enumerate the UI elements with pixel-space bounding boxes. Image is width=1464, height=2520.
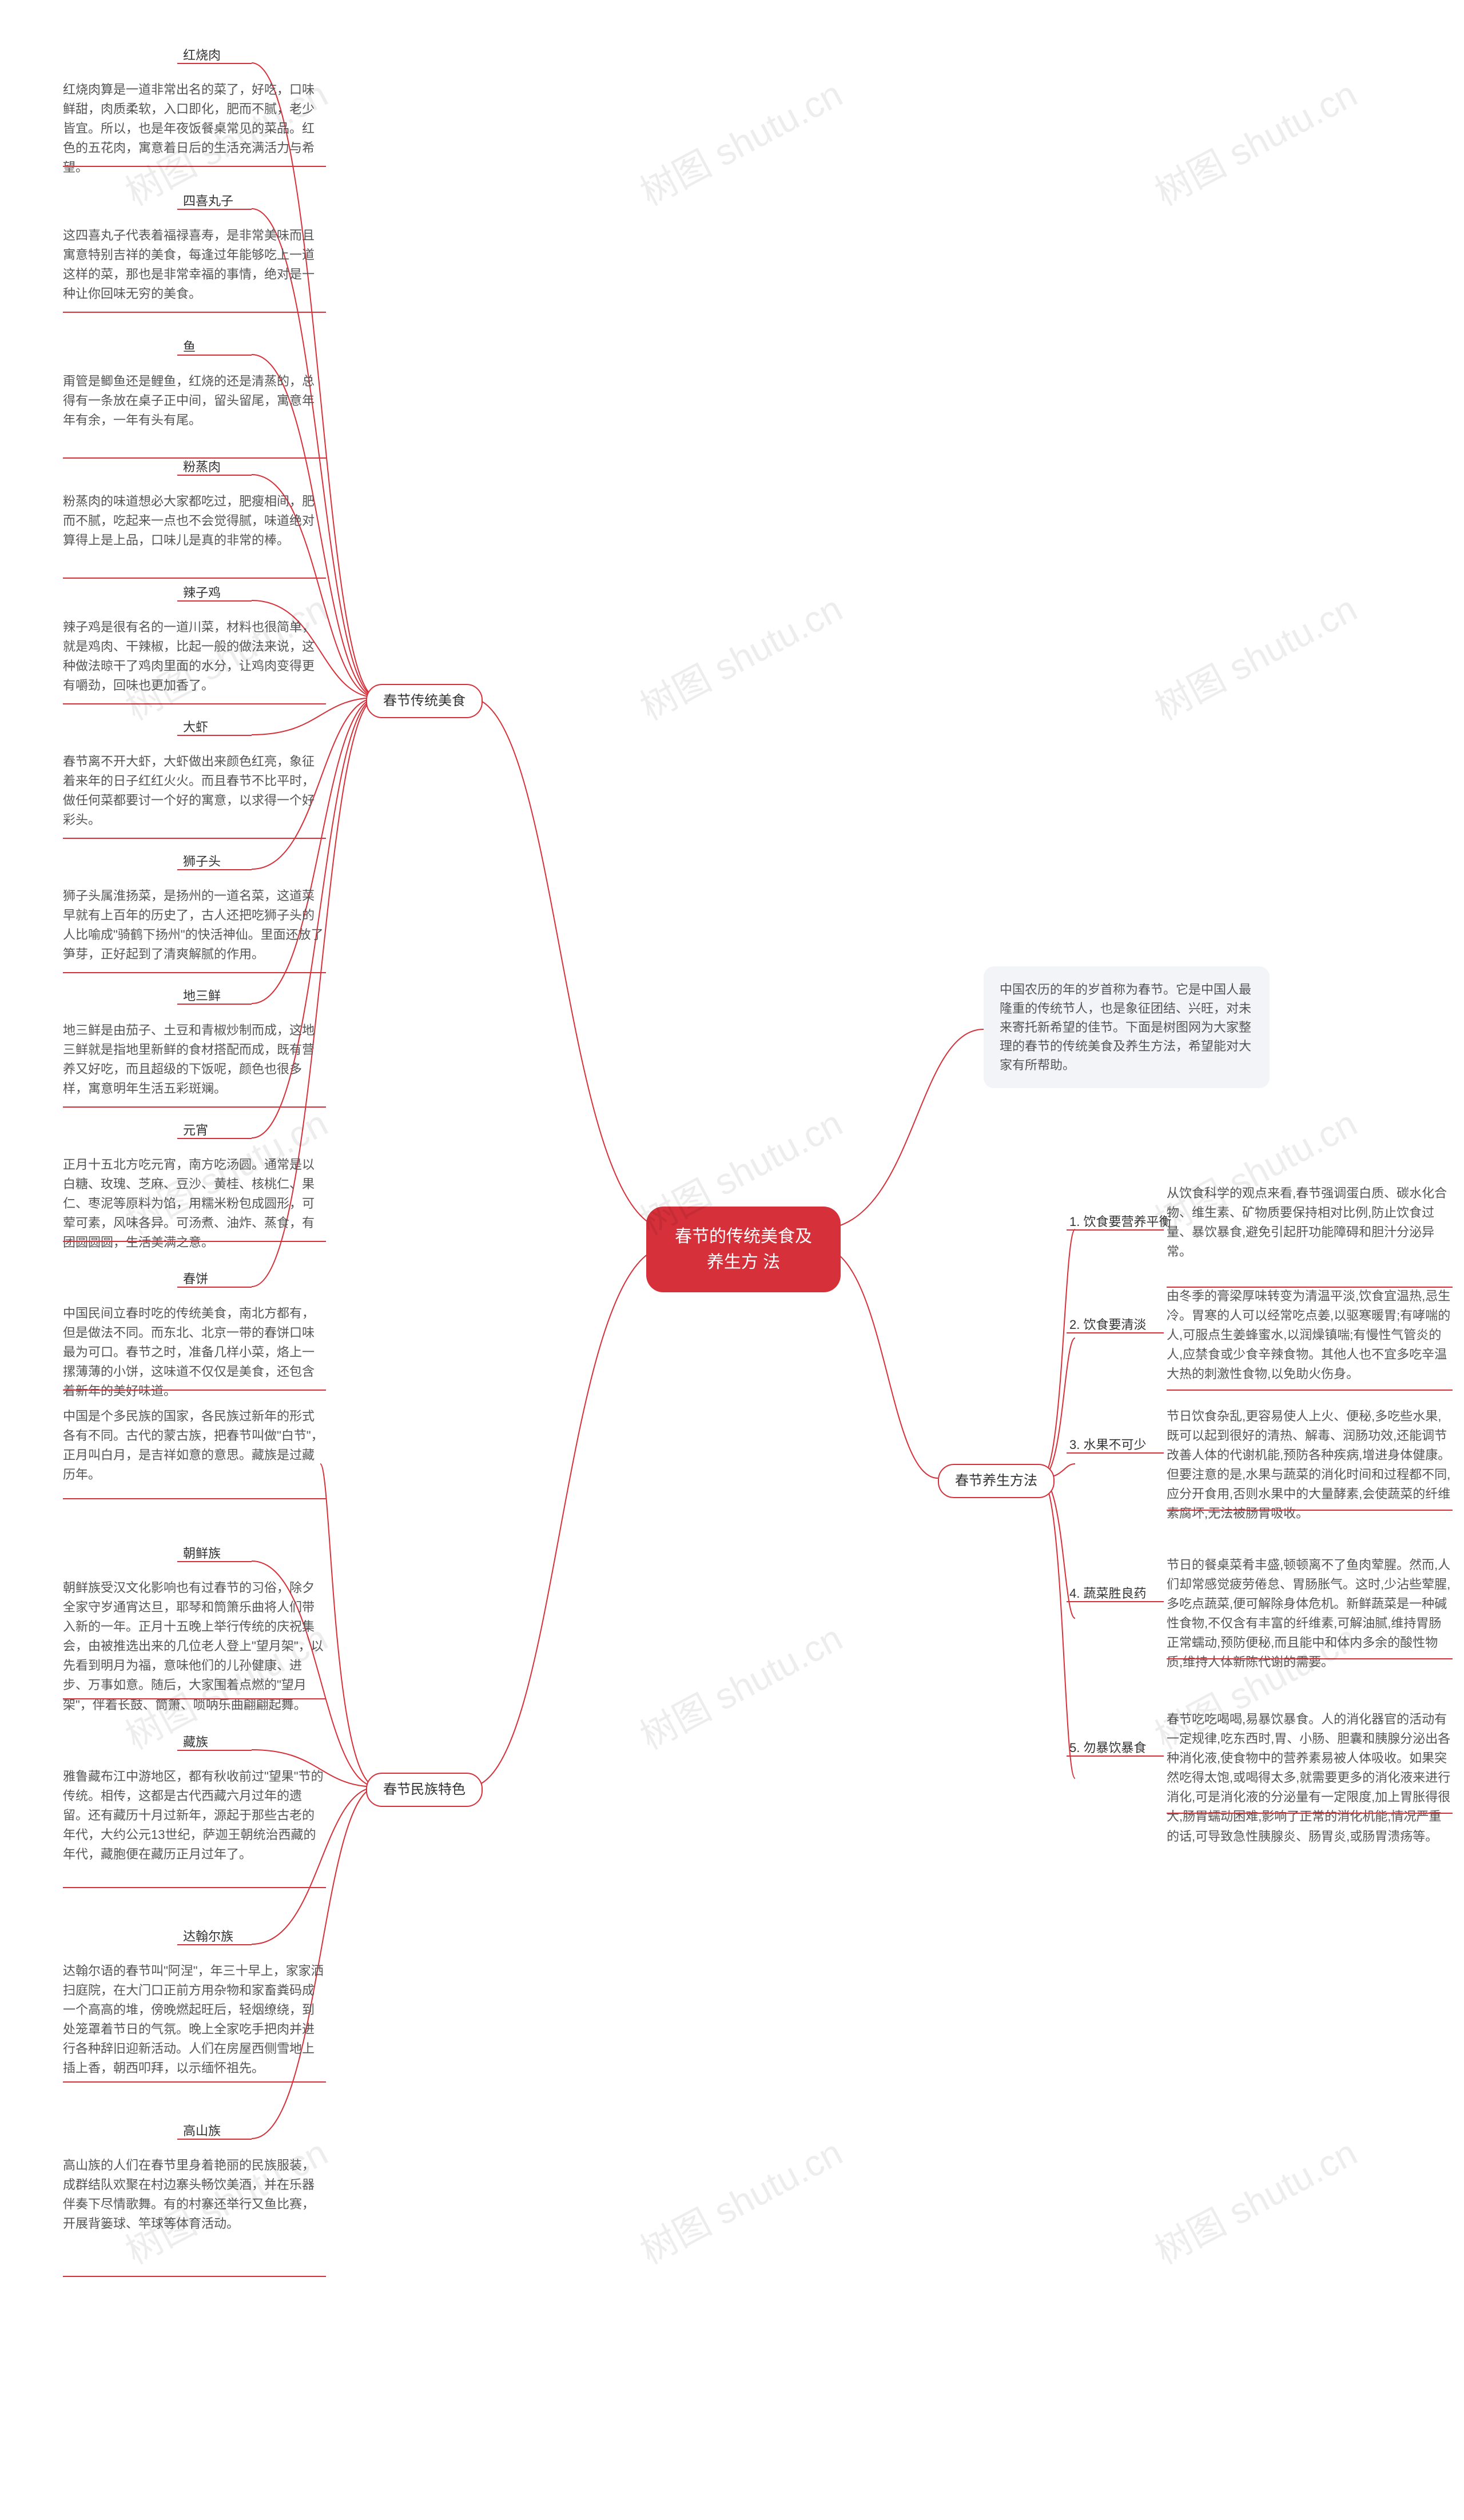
- branch-ethnic[interactable]: 春节民族特色: [366, 1773, 483, 1807]
- food-body: 粉蒸肉的味道想必大家都吃过，肥瘦相间，肥而不腻，吃起来一点也不会觉得腻，味道绝对…: [63, 492, 326, 550]
- intro-text: 中国农历的年的岁首称为春节。它是中国人最隆重的传统节人，也是象征团结、兴旺，对未…: [1000, 982, 1251, 1072]
- root-title: 春节的传统美食及养生方 法: [675, 1227, 812, 1272]
- health-body: 节日的餐桌菜肴丰盛,顿顿离不了鱼肉荤腥。然而,人们却常感觉疲劳倦怠、胃肠胀气。这…: [1167, 1555, 1453, 1673]
- watermark: 树图 shutu.cn: [630, 2124, 850, 2274]
- health-title[interactable]: 1. 饮食要营养平衡: [1069, 1212, 1171, 1231]
- watermark: 树图 shutu.cn: [630, 65, 850, 216]
- intro-box: 中国农历的年的岁首称为春节。它是中国人最隆重的传统节人，也是象征团结、兴旺，对未…: [984, 966, 1270, 1088]
- food-title[interactable]: 鱼: [183, 337, 196, 356]
- food-title[interactable]: 春饼: [183, 1269, 208, 1288]
- health-title[interactable]: 5. 勿暴饮暴食: [1069, 1738, 1146, 1757]
- root-node[interactable]: 春节的传统美食及养生方 法: [646, 1207, 841, 1292]
- food-title[interactable]: 四喜丸子: [183, 192, 233, 210]
- food-title[interactable]: 狮子头: [183, 852, 221, 871]
- branch-health-label: 春节养生方法: [955, 1473, 1037, 1488]
- ethnic-body: 高山族的人们在春节里身着艳丽的民族服装，成群结队欢聚在村边寨头畅饮美酒，并在乐器…: [63, 2156, 326, 2234]
- branch-foods-label: 春节传统美食: [383, 693, 466, 708]
- ethnic-body: 朝鲜族受汉文化影响也有过春节的习俗，除夕全家守岁通宵达旦，耶琴和筒箫乐曲将人们带…: [63, 1578, 326, 1715]
- branch-ethnic-label: 春节民族特色: [383, 1782, 466, 1797]
- ethnic-title[interactable]: 高山族: [183, 2121, 221, 2140]
- ethnic-title[interactable]: 朝鲜族: [183, 1544, 221, 1563]
- food-body: 中国民间立春时吃的传统美食，南北方都有，但是做法不同。而东北、北京一带的春饼口味…: [63, 1304, 326, 1401]
- health-title[interactable]: 2. 饮食要清淡: [1069, 1315, 1146, 1334]
- food-body: 地三鲜是由茄子、土豆和青椒炒制而成，这地三鲜就是指地里新鲜的食材搭配而成，既有营…: [63, 1021, 326, 1098]
- ethnic-intro: 中国是个多民族的国家，各民族过新年的形式各有不同。古代的蒙古族，把春节叫做"白节…: [63, 1407, 326, 1484]
- food-body: 这四喜丸子代表着福禄喜寿，是非常美味而且寓意特别吉祥的美食，每逢过年能够吃上一道…: [63, 226, 326, 304]
- watermark: 树图 shutu.cn: [630, 580, 850, 730]
- food-title[interactable]: 地三鲜: [183, 986, 221, 1005]
- health-body: 从饮食科学的观点来看,春节强调蛋白质、碳水化合物、维生素、矿物质要保持相对比例,…: [1167, 1184, 1453, 1261]
- health-title[interactable]: 4. 蔬菜胜良药: [1069, 1584, 1146, 1603]
- watermark: 树图 shutu.cn: [630, 1609, 850, 1759]
- food-body: 辣子鸡是很有名的一道川菜，材料也很简单，就是鸡肉、干辣椒，比起一般的做法来说，这…: [63, 618, 326, 695]
- food-body: 狮子头属淮扬菜，是扬州的一道名菜，这道菜早就有上百年的历史了，古人还把吃狮子头的…: [63, 886, 326, 964]
- ethnic-title[interactable]: 藏族: [183, 1733, 208, 1751]
- food-body: 春节离不开大虾，大虾做出来颜色红亮，象征着来年的日子红红火火。而且春节不比平时，…: [63, 752, 326, 830]
- food-body: 红烧肉算是一道非常出名的菜了，好吃，口味鲜甜，肉质柔软，入口即化，肥而不腻，老少…: [63, 80, 326, 177]
- watermark: 树图 shutu.cn: [1144, 65, 1365, 216]
- health-body: 节日饮食杂乱,更容易使人上火、便秘,多吃些水果,既可以起到很好的清热、解毒、润肠…: [1167, 1407, 1453, 1524]
- food-title[interactable]: 红烧肉: [183, 46, 221, 65]
- ethnic-body: 达翰尔语的春节叫"阿涅"，年三十早上，家家洒扫庭院，在大门口正前方用杂物和家畜粪…: [63, 1961, 326, 2079]
- food-title[interactable]: 粉蒸肉: [183, 457, 221, 476]
- branch-health[interactable]: 春节养生方法: [938, 1464, 1055, 1498]
- ethnic-body: 雅鲁藏布江中游地区，都有秋收前过"望果"节的传统。相传，这都是古代西藏六月过年的…: [63, 1767, 326, 1864]
- mindmap-canvas: 春节的传统美食及养生方 法 中国农历的年的岁首称为春节。它是中国人最隆重的传统节…: [0, 0, 1464, 2520]
- food-body: 甭管是鲫鱼还是鲤鱼，红烧的还是清蒸的，总得有一条放在桌子正中间，留头留尾，寓意年…: [63, 372, 326, 430]
- food-title[interactable]: 元宵: [183, 1121, 208, 1140]
- ethnic-intro-text: 中国是个多民族的国家，各民族过新年的形式各有不同。古代的蒙古族，把春节叫做"白节…: [63, 1409, 324, 1482]
- health-body: 由冬季的膏梁厚味转变为清温平淡,饮食宜温热,忌生冷。胃寒的人可以经常吃点姜,以驱…: [1167, 1287, 1453, 1384]
- food-body: 正月十五北方吃元宵，南方吃汤圆。通常是以白糖、玫瑰、芝麻、豆沙、黄桂、核桃仁、果…: [63, 1155, 326, 1252]
- health-body: 春节吃吃喝喝,易暴饮暴食。人的消化器官的活动有一定规律,吃东西时,胃、小肠、胆囊…: [1167, 1710, 1453, 1846]
- ethnic-title[interactable]: 达翰尔族: [183, 1927, 233, 1946]
- branch-foods[interactable]: 春节传统美食: [366, 684, 483, 718]
- health-title[interactable]: 3. 水果不可少: [1069, 1435, 1146, 1454]
- food-title[interactable]: 辣子鸡: [183, 583, 221, 602]
- watermark: 树图 shutu.cn: [1144, 2124, 1365, 2274]
- watermark: 树图 shutu.cn: [1144, 580, 1365, 730]
- food-title[interactable]: 大虾: [183, 718, 208, 737]
